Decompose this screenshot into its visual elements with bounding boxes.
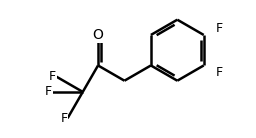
Text: F: F [60, 112, 68, 125]
Text: F: F [49, 70, 56, 83]
Text: F: F [45, 85, 52, 98]
Text: O: O [93, 28, 103, 42]
Text: F: F [216, 66, 223, 79]
Text: F: F [216, 22, 223, 35]
